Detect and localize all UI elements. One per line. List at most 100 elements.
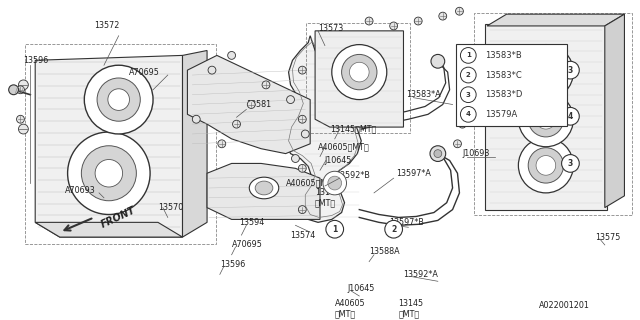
Circle shape [95, 159, 123, 187]
Circle shape [328, 176, 342, 190]
Circle shape [458, 120, 467, 128]
Polygon shape [487, 14, 625, 26]
Circle shape [291, 155, 300, 163]
Text: 1: 1 [332, 225, 337, 234]
Circle shape [460, 67, 476, 83]
Text: 3: 3 [568, 159, 573, 168]
Text: A70693: A70693 [65, 187, 95, 196]
Circle shape [430, 146, 445, 162]
Circle shape [365, 17, 373, 25]
Text: 13581: 13581 [246, 100, 271, 109]
Circle shape [390, 22, 397, 30]
Circle shape [561, 108, 579, 125]
Circle shape [208, 66, 216, 74]
Text: 13574: 13574 [291, 231, 316, 240]
Text: 13583*A: 13583*A [406, 90, 441, 99]
Circle shape [454, 140, 461, 148]
Circle shape [193, 115, 200, 123]
Circle shape [232, 120, 241, 128]
Polygon shape [35, 222, 182, 237]
Text: J10645: J10645 [348, 284, 375, 293]
Text: 2: 2 [466, 72, 470, 78]
Polygon shape [35, 55, 182, 237]
Circle shape [81, 146, 136, 201]
Circle shape [97, 78, 140, 121]
Circle shape [17, 86, 24, 94]
Circle shape [536, 109, 556, 129]
Circle shape [349, 62, 369, 82]
Circle shape [434, 150, 442, 157]
Polygon shape [207, 164, 320, 220]
Circle shape [561, 61, 579, 79]
Circle shape [431, 54, 445, 68]
Circle shape [518, 44, 573, 100]
Text: 3: 3 [466, 92, 471, 98]
Text: A70695: A70695 [129, 68, 159, 76]
Text: 13583*D: 13583*D [485, 90, 522, 99]
Text: 〈MT〉: 〈MT〉 [315, 198, 336, 207]
Text: 13588A: 13588A [369, 247, 400, 256]
Text: A40605〈MT〉: A40605〈MT〉 [285, 179, 337, 188]
Circle shape [298, 115, 307, 123]
Text: A022001201: A022001201 [539, 301, 590, 310]
Polygon shape [285, 36, 361, 222]
Circle shape [298, 206, 307, 213]
Circle shape [17, 115, 24, 123]
Circle shape [528, 148, 564, 183]
Circle shape [9, 85, 19, 95]
Text: 〈MT〉: 〈MT〉 [399, 309, 420, 318]
Text: 13596: 13596 [220, 260, 245, 269]
Text: 13597*B: 13597*B [388, 218, 424, 227]
Text: 〈MT〉: 〈MT〉 [335, 309, 356, 318]
Text: 13575: 13575 [595, 233, 620, 242]
Polygon shape [315, 31, 403, 127]
Text: 4: 4 [568, 112, 573, 121]
Text: 2: 2 [391, 225, 396, 234]
Circle shape [460, 48, 476, 63]
Circle shape [287, 96, 294, 104]
Text: 13594: 13594 [239, 218, 265, 227]
Circle shape [108, 89, 129, 110]
Circle shape [323, 171, 346, 195]
Circle shape [439, 12, 447, 20]
Circle shape [536, 62, 556, 82]
Text: J10693: J10693 [463, 149, 490, 158]
Circle shape [332, 44, 387, 100]
Polygon shape [605, 14, 625, 208]
Circle shape [301, 130, 309, 138]
Circle shape [342, 54, 377, 90]
Circle shape [84, 65, 153, 134]
Circle shape [460, 107, 476, 122]
Text: 13596: 13596 [24, 56, 49, 65]
Circle shape [262, 81, 270, 89]
Text: 4: 4 [466, 111, 471, 117]
Circle shape [460, 87, 476, 102]
Text: 13583*C: 13583*C [485, 70, 522, 80]
Ellipse shape [255, 181, 273, 195]
Circle shape [561, 155, 579, 172]
Circle shape [19, 80, 28, 90]
Circle shape [456, 7, 463, 15]
Text: 13579A: 13579A [485, 110, 517, 119]
Circle shape [298, 66, 307, 74]
Text: 13145: 13145 [315, 188, 340, 197]
Circle shape [385, 220, 403, 238]
Circle shape [518, 138, 573, 193]
Text: 13573: 13573 [318, 24, 343, 33]
Text: 13597*A: 13597*A [397, 169, 431, 178]
Text: 13570: 13570 [158, 203, 183, 212]
Text: 13583*B: 13583*B [485, 51, 522, 60]
Circle shape [414, 17, 422, 25]
Text: 13145〈MT〉: 13145〈MT〉 [330, 124, 376, 133]
FancyBboxPatch shape [456, 44, 568, 126]
Text: 13592*B: 13592*B [335, 171, 370, 180]
Text: 13592*A: 13592*A [403, 270, 438, 279]
Circle shape [218, 140, 226, 148]
Text: J10645: J10645 [325, 156, 352, 165]
Text: 13572: 13572 [94, 21, 120, 30]
Text: 1: 1 [466, 52, 471, 59]
Circle shape [228, 52, 236, 59]
Text: A40605〈MT〉: A40605〈MT〉 [318, 142, 370, 151]
Text: 3: 3 [568, 66, 573, 75]
Circle shape [528, 101, 564, 137]
